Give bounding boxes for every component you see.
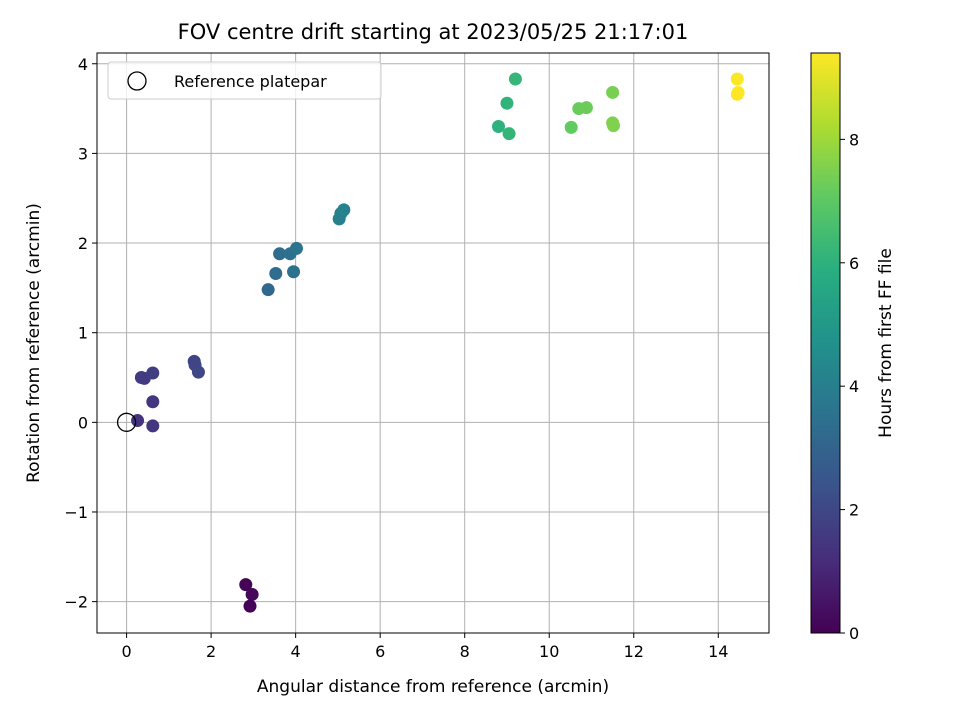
data-points (131, 72, 745, 613)
x-tick-label: 6 (375, 642, 385, 661)
data-point (606, 85, 620, 99)
colorbar-tick-label: 4 (849, 377, 859, 396)
colorbar-tick-label: 2 (849, 501, 859, 520)
legend-box (107, 61, 382, 100)
data-point (500, 96, 514, 110)
colorbar-tick-label: 0 (849, 624, 859, 643)
data-point (337, 203, 351, 217)
x-tick-label: 8 (460, 642, 470, 661)
data-point (579, 101, 593, 115)
data-point (191, 365, 205, 379)
reference-point (116, 412, 137, 432)
x-tick-label: 14 (708, 642, 728, 661)
data-point (261, 283, 275, 297)
data-point (146, 366, 160, 380)
colorbar-tick-label: 8 (849, 130, 859, 149)
data-point (146, 419, 160, 433)
data-point (287, 265, 301, 279)
data-point (273, 247, 287, 261)
y-axis-ticks: −2 −1 0 1 2 3 4 (64, 55, 97, 612)
legend: Reference platepar (107, 61, 382, 100)
colorbar (810, 52, 841, 634)
data-point (564, 120, 578, 134)
grid-lines (97, 53, 769, 633)
data-point (502, 127, 516, 141)
data-point (730, 72, 744, 86)
chart-title: FOV centre drift starting at 2023/05/25 … (178, 20, 689, 44)
data-point (731, 85, 745, 99)
plot-frame (96, 52, 770, 634)
x-tick-label: 2 (206, 642, 216, 661)
legend-label: Reference platepar (174, 72, 327, 91)
data-point (243, 599, 257, 613)
y-tick-label: 3 (78, 144, 88, 163)
colorbar-tick-label: 6 (849, 254, 859, 273)
data-point (606, 119, 620, 133)
data-point (269, 267, 283, 281)
y-tick-label: 0 (78, 413, 88, 432)
data-point (508, 72, 522, 86)
x-axis-ticks: 0 2 4 6 8 10 12 14 (121, 633, 728, 661)
y-tick-label: 4 (78, 55, 88, 74)
x-tick-label: 4 (291, 642, 301, 661)
y-tick-label: −2 (64, 593, 88, 612)
y-tick-label: 2 (78, 234, 88, 253)
y-tick-label: −1 (64, 503, 88, 522)
data-point (492, 120, 506, 134)
data-point (239, 578, 253, 592)
colorbar-label: Hours from first FF file (876, 248, 896, 438)
data-point (289, 241, 303, 255)
reference-marker (116, 412, 137, 432)
colorbar-ticks: 0 2 4 6 8 (840, 130, 859, 643)
x-axis-label: Angular distance from reference (arcmin) (257, 677, 609, 697)
x-tick-label: 12 (624, 642, 644, 661)
y-tick-label: 1 (78, 324, 88, 343)
x-tick-label: 0 (121, 642, 131, 661)
data-point (146, 395, 160, 409)
y-axis-label: Rotation from reference (arcmin) (24, 203, 44, 483)
x-tick-label: 10 (539, 642, 559, 661)
data-point (245, 587, 259, 601)
legend-marker (127, 71, 147, 91)
